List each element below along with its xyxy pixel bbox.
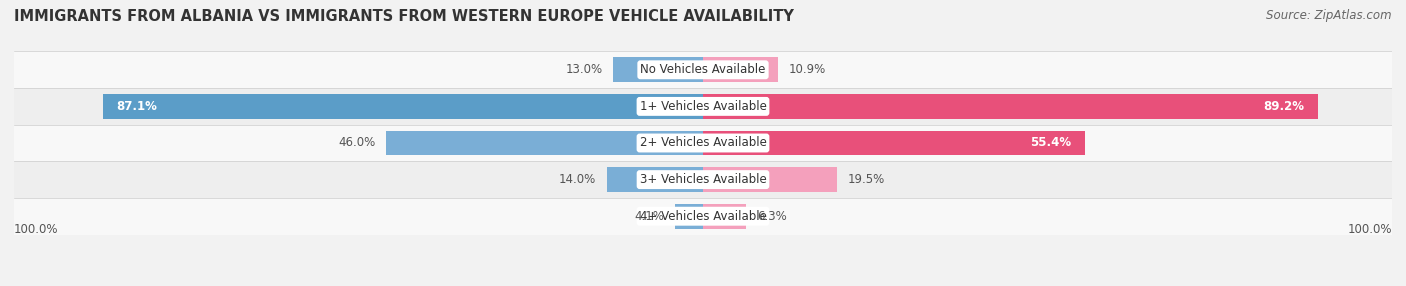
Text: No Vehicles Available: No Vehicles Available bbox=[640, 63, 766, 76]
Text: 10.9%: 10.9% bbox=[789, 63, 825, 76]
Text: 3+ Vehicles Available: 3+ Vehicles Available bbox=[640, 173, 766, 186]
Bar bbox=[675, 204, 703, 229]
Bar bbox=[703, 94, 1317, 119]
Text: 100.0%: 100.0% bbox=[14, 223, 59, 236]
Bar bbox=[14, 51, 1392, 88]
Bar bbox=[14, 161, 1392, 198]
Bar bbox=[703, 167, 838, 192]
Text: 1+ Vehicles Available: 1+ Vehicles Available bbox=[640, 100, 766, 113]
Text: Source: ZipAtlas.com: Source: ZipAtlas.com bbox=[1267, 9, 1392, 21]
Bar bbox=[613, 57, 703, 82]
Bar bbox=[14, 88, 1392, 125]
Text: 14.0%: 14.0% bbox=[560, 173, 596, 186]
Text: IMMIGRANTS FROM ALBANIA VS IMMIGRANTS FROM WESTERN EUROPE VEHICLE AVAILABILITY: IMMIGRANTS FROM ALBANIA VS IMMIGRANTS FR… bbox=[14, 9, 794, 23]
Bar bbox=[606, 167, 703, 192]
Text: 87.1%: 87.1% bbox=[117, 100, 157, 113]
Bar bbox=[14, 125, 1392, 161]
Text: 13.0%: 13.0% bbox=[567, 63, 603, 76]
Bar bbox=[703, 204, 747, 229]
Text: 2+ Vehicles Available: 2+ Vehicles Available bbox=[640, 136, 766, 150]
Text: 100.0%: 100.0% bbox=[1347, 223, 1392, 236]
Text: 89.2%: 89.2% bbox=[1263, 100, 1303, 113]
Text: 6.3%: 6.3% bbox=[756, 210, 786, 223]
Text: 46.0%: 46.0% bbox=[339, 136, 375, 150]
Bar bbox=[387, 130, 703, 156]
Bar bbox=[14, 198, 1392, 235]
Text: 55.4%: 55.4% bbox=[1029, 136, 1071, 150]
Bar bbox=[103, 94, 703, 119]
Text: 4+ Vehicles Available: 4+ Vehicles Available bbox=[640, 210, 766, 223]
Bar bbox=[703, 130, 1084, 156]
Text: 19.5%: 19.5% bbox=[848, 173, 884, 186]
Bar bbox=[703, 57, 778, 82]
Text: 4.1%: 4.1% bbox=[634, 210, 665, 223]
